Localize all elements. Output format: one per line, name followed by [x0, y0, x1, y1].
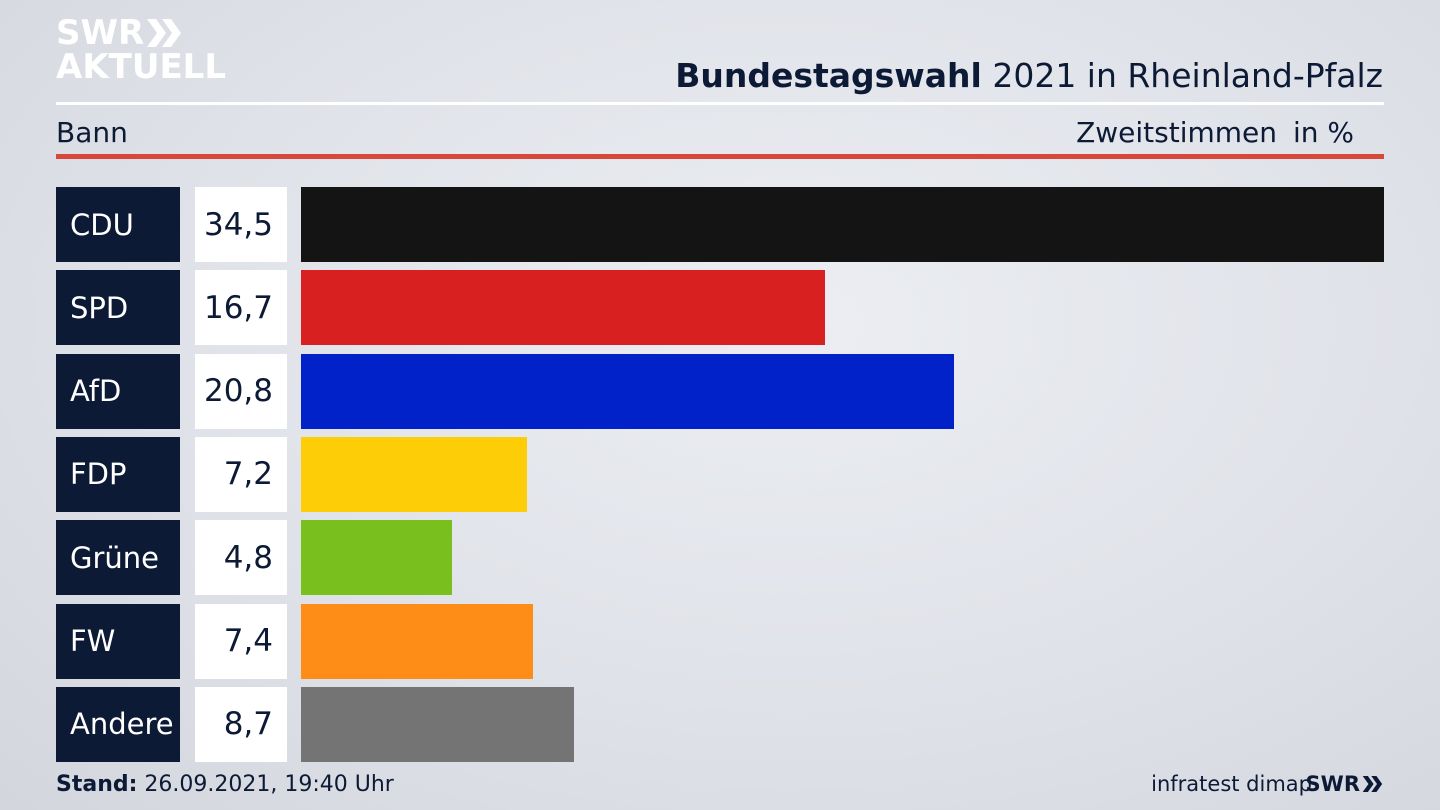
bar-row: SPD 16,7	[56, 270, 1384, 346]
bar-row: Andere 8,7	[56, 686, 1384, 762]
bar-row: FDP 7,2	[56, 436, 1384, 512]
value-label: 7,4	[195, 603, 287, 679]
bar	[301, 603, 533, 679]
logo-line2: AKTUELL	[56, 47, 227, 87]
bar-row: AfD 20,8	[56, 353, 1384, 429]
stand-label: Stand:	[56, 772, 138, 797]
bar	[301, 686, 574, 762]
unit-label: in %	[1292, 116, 1354, 149]
bar	[301, 436, 527, 512]
party-label: FDP	[56, 436, 180, 512]
double-chevron-icon	[147, 19, 182, 47]
region-label: Bann	[56, 116, 128, 149]
bar-row: CDU 34,5	[56, 187, 1384, 262]
swr-aktuell-logo: SWR AKTUELL	[56, 16, 226, 84]
value-label: 4,8	[195, 520, 287, 596]
bar-row: FW 7,4	[56, 603, 1384, 679]
timestamp: Stand: 26.09.2021, 19:40 Uhr	[56, 772, 394, 797]
double-chevron-icon	[1362, 776, 1383, 792]
chart-title: Bundestagswahl 2021 in Rheinland-Pfalz	[675, 56, 1383, 95]
logo-line1: SWR	[56, 13, 145, 53]
bar	[301, 520, 452, 596]
bar	[301, 353, 954, 429]
stand-value: 26.09.2021, 19:40 Uhr	[137, 772, 394, 797]
value-label: 16,7	[195, 270, 287, 346]
accent-divider	[56, 154, 1384, 159]
swr-footer-logo: SWR	[1306, 772, 1384, 796]
value-label: 7,2	[195, 436, 287, 512]
header-divider	[56, 102, 1384, 105]
value-label: 8,7	[195, 686, 287, 762]
party-label: Andere	[56, 686, 180, 762]
source-label: infratest dimap	[1151, 772, 1312, 796]
title-bold: Bundestagswahl	[675, 56, 982, 95]
party-label: FW	[56, 603, 180, 679]
swr-footer-text: SWR	[1305, 772, 1360, 796]
party-label: AfD	[56, 353, 180, 429]
bar	[301, 270, 825, 346]
party-label: CDU	[56, 187, 180, 262]
value-label: 34,5	[195, 187, 287, 262]
bar-row: Grüne 4,8	[56, 520, 1384, 596]
value-label: 20,8	[195, 353, 287, 429]
vote-type-label: Zweitstimmen	[1076, 116, 1277, 149]
party-label: SPD	[56, 270, 180, 346]
party-label: Grüne	[56, 520, 180, 596]
bar	[301, 187, 1384, 262]
title-rest: 2021 in Rheinland-Pfalz	[981, 56, 1383, 95]
